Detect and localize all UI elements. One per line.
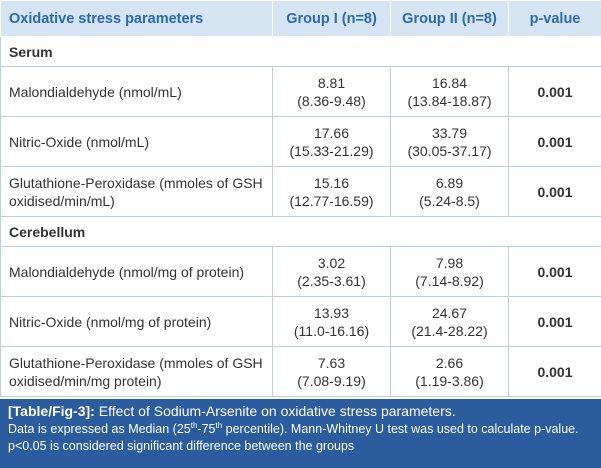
range: (30.05-37.17): [407, 142, 492, 159]
data-row: Malondialdehyde (nmol/mg of protein) 3.02…: [0, 246, 601, 297]
range: (1.19-3.86): [415, 372, 484, 389]
median: 7.63: [317, 354, 346, 371]
parameter-cell: Glutathione-Peroxidase (mmoles of GSH ox…: [0, 346, 273, 397]
median: 3.02: [317, 254, 346, 271]
parameter-cell: Malondialdehyde (nmol/mL): [0, 66, 273, 117]
parameter-cell: Nitric-Oxide (nmol/mL): [0, 116, 273, 167]
value-cell: 7.98 (7.14-8.92): [390, 246, 509, 297]
caption-label: [Table/Fig-3]:: [8, 403, 95, 419]
note-text: th: [215, 420, 223, 430]
note-text: th: [190, 420, 198, 430]
header-cell: Oxidative stress parameters: [0, 0, 273, 37]
data-row: Glutathione-Peroxidase (mmoles of GSH ox…: [0, 166, 601, 217]
median: 24.67: [431, 304, 468, 321]
value-cell: 24.67 (21.4-28.22): [390, 296, 509, 347]
data-row: Nitric-Oxide (nmol/mg of protein) 13.93 (1…: [0, 296, 601, 347]
data-row: Glutathione-Peroxidase (mmoles of GSH ox…: [0, 346, 601, 397]
header-cell: Group I (n=8): [272, 0, 391, 37]
value-cell: 13.93 (11.0-16.16): [272, 296, 391, 347]
value-cell: 6.89 (5.24-8.5): [390, 166, 509, 217]
p-value-cell: 0.001: [508, 116, 601, 167]
range: (5.24-8.5): [419, 192, 480, 209]
value-cell: 17.66 (15.33-21.29): [272, 116, 391, 167]
value-cell: 8.81 (8.36-9.48): [272, 66, 391, 117]
range: (11.0-16.16): [293, 322, 370, 339]
range: (7.14-8.92): [415, 272, 484, 289]
median: 7.98: [435, 254, 464, 271]
data-row: Nitric-Oxide (nmol/mL) 17.66 (15.33-21.29)…: [0, 116, 601, 167]
caption: [Table/Fig-3]: Effect of Sodium-Arsenite…: [0, 399, 601, 468]
p-value-cell: 0.001: [508, 166, 601, 217]
caption-title: Effect of Sodium-Arsenite on oxidative s…: [94, 403, 456, 419]
section-row: Serum: [0, 36, 601, 67]
note-text: Data is expressed as Median (25: [8, 422, 191, 436]
value-cell: 15.16 (12.77-16.59): [272, 166, 391, 217]
median: 17.66: [313, 124, 350, 141]
note-text: percentile). Mann-Whitney U test was use…: [8, 422, 579, 453]
range: (12.77-16.59): [289, 192, 374, 209]
median: 33.79: [431, 124, 468, 141]
caption-note: Data is expressed as Median (25th-75th p…: [8, 420, 579, 453]
median: 13.93: [313, 304, 350, 321]
p-value-cell: 0.001: [508, 346, 601, 397]
value-cell: 2.66 (1.19-3.86): [390, 346, 509, 397]
section-title: Cerebellum: [0, 216, 601, 247]
median: 8.81: [317, 74, 346, 91]
range: (7.08-9.19): [297, 372, 366, 389]
median: 15.16: [313, 174, 350, 191]
header-cell: p-value: [508, 0, 601, 37]
parameter-cell: Malondialdehyde (nmol/mg of protein): [0, 246, 273, 297]
value-cell: 7.63 (7.08-9.19): [272, 346, 391, 397]
data-table: Oxidative stress parameters Group I (n=8)…: [0, 0, 601, 397]
p-value-cell: 0.001: [508, 66, 601, 117]
p-value-cell: 0.001: [508, 246, 601, 297]
data-row: Malondialdehyde (nmol/mL) 8.81 (8.36-9.48)…: [0, 66, 601, 117]
range: (21.4-28.22): [411, 322, 488, 339]
parameter-cell: Nitric-Oxide (nmol/mg of protein): [0, 296, 273, 347]
section-title: Serum: [0, 36, 601, 67]
value-cell: 33.79 (30.05-37.17): [390, 116, 509, 167]
range: (2.35-3.61): [297, 272, 366, 289]
header-row: Oxidative stress parameters Group I (n=8)…: [0, 0, 601, 37]
median: 16.84: [431, 74, 468, 91]
value-cell: 3.02 (2.35-3.61): [272, 246, 391, 297]
range: (8.36-9.48): [297, 92, 366, 109]
header-cell: Group II (n=8): [390, 0, 509, 37]
median: 6.89: [435, 174, 464, 191]
note-text: -75: [197, 422, 216, 436]
section-row: Cerebellum: [0, 216, 601, 247]
range: (15.33-21.29): [289, 142, 374, 159]
range: (13.84-18.87): [407, 92, 492, 109]
p-value-cell: 0.001: [508, 296, 601, 347]
table-body: Serum Malondialdehyde (nmol/mL) 8.81 (8.36-…: [0, 36, 601, 397]
median: 2.66: [435, 354, 464, 371]
parameter-cell: Glutathione-Peroxidase (mmoles of GSH ox…: [0, 166, 273, 217]
value-cell: 16.84 (13.84-18.87): [390, 66, 509, 117]
